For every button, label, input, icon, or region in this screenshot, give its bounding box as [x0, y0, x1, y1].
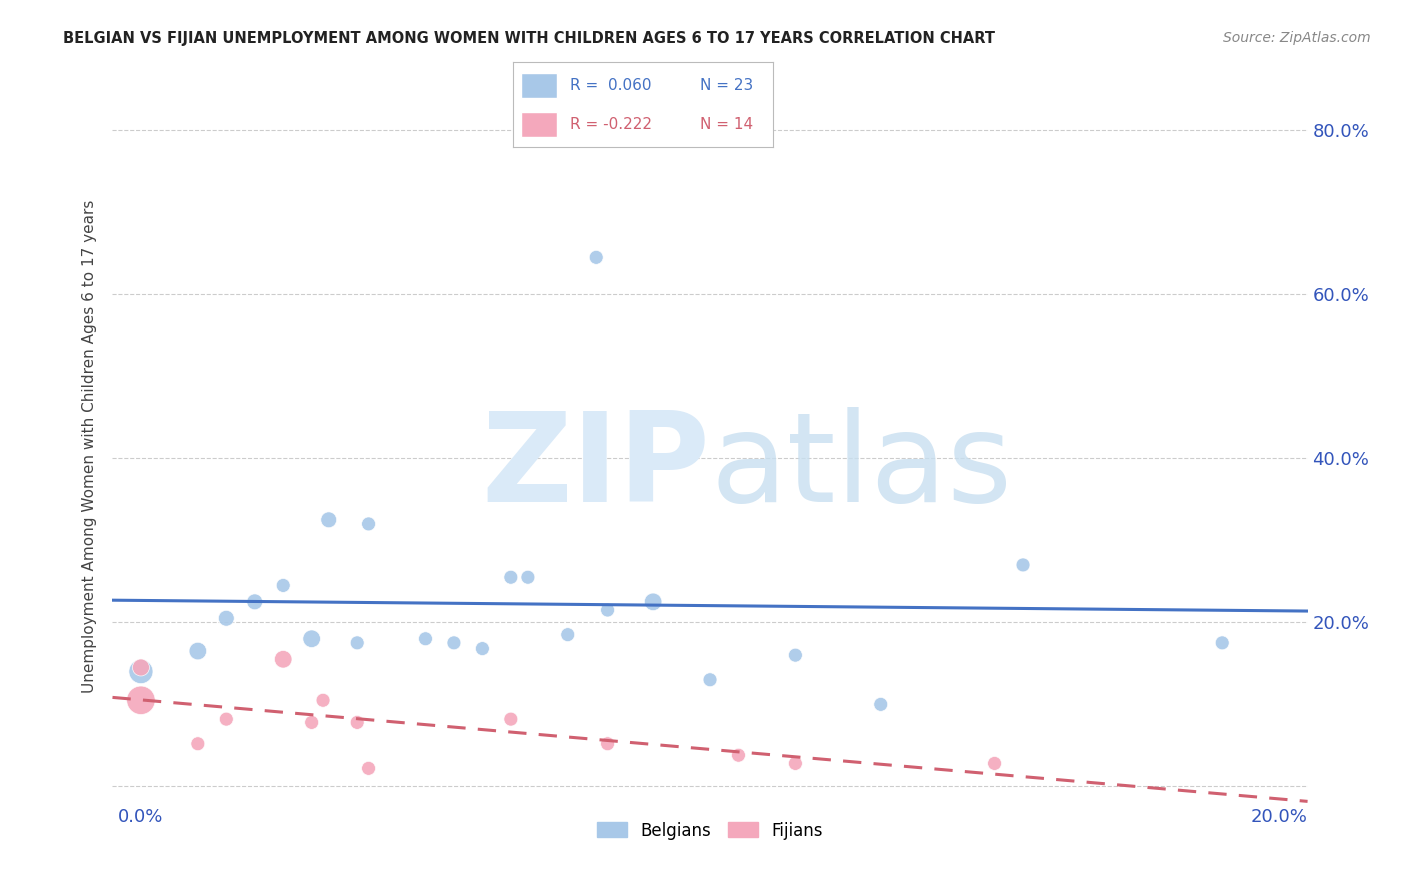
Legend: Belgians, Fijians: Belgians, Fijians — [589, 814, 831, 848]
FancyBboxPatch shape — [522, 112, 557, 137]
Point — [271, 652, 294, 666]
Point — [869, 698, 891, 712]
Text: Source: ZipAtlas.com: Source: ZipAtlas.com — [1223, 31, 1371, 45]
Point — [499, 570, 522, 584]
Point — [312, 693, 335, 707]
Point — [785, 648, 807, 662]
Point — [129, 665, 152, 679]
Point — [346, 636, 368, 650]
Point — [643, 595, 665, 609]
Point — [346, 715, 368, 730]
FancyBboxPatch shape — [522, 72, 557, 98]
Point — [596, 603, 619, 617]
Text: N = 14: N = 14 — [700, 117, 754, 132]
Point — [585, 251, 607, 265]
Text: ZIP: ZIP — [481, 407, 710, 528]
Point — [301, 715, 323, 730]
Point — [215, 611, 238, 625]
Text: atlas: atlas — [710, 407, 1012, 528]
Point — [357, 761, 380, 775]
Point — [318, 513, 340, 527]
Point — [187, 644, 209, 658]
Text: BELGIAN VS FIJIAN UNEMPLOYMENT AMONG WOMEN WITH CHILDREN AGES 6 TO 17 YEARS CORR: BELGIAN VS FIJIAN UNEMPLOYMENT AMONG WOM… — [63, 31, 995, 46]
Point — [516, 570, 538, 584]
Point — [983, 756, 1005, 771]
Point — [215, 712, 238, 726]
Point — [129, 660, 152, 674]
Y-axis label: Unemployment Among Women with Children Ages 6 to 17 years: Unemployment Among Women with Children A… — [82, 199, 97, 693]
Point — [727, 748, 749, 763]
Text: R = -0.222: R = -0.222 — [571, 117, 652, 132]
Point — [301, 632, 323, 646]
Text: N = 23: N = 23 — [700, 78, 754, 93]
Point — [471, 641, 494, 656]
Point — [785, 756, 807, 771]
Point — [699, 673, 721, 687]
Point — [271, 578, 294, 592]
Point — [499, 712, 522, 726]
Point — [1211, 636, 1233, 650]
Point — [415, 632, 437, 646]
Point — [357, 516, 380, 531]
Point — [187, 737, 209, 751]
Point — [243, 595, 266, 609]
Point — [557, 627, 579, 641]
Point — [443, 636, 465, 650]
Point — [596, 737, 619, 751]
Point — [129, 693, 152, 707]
Text: R =  0.060: R = 0.060 — [571, 78, 652, 93]
Point — [1012, 558, 1035, 572]
